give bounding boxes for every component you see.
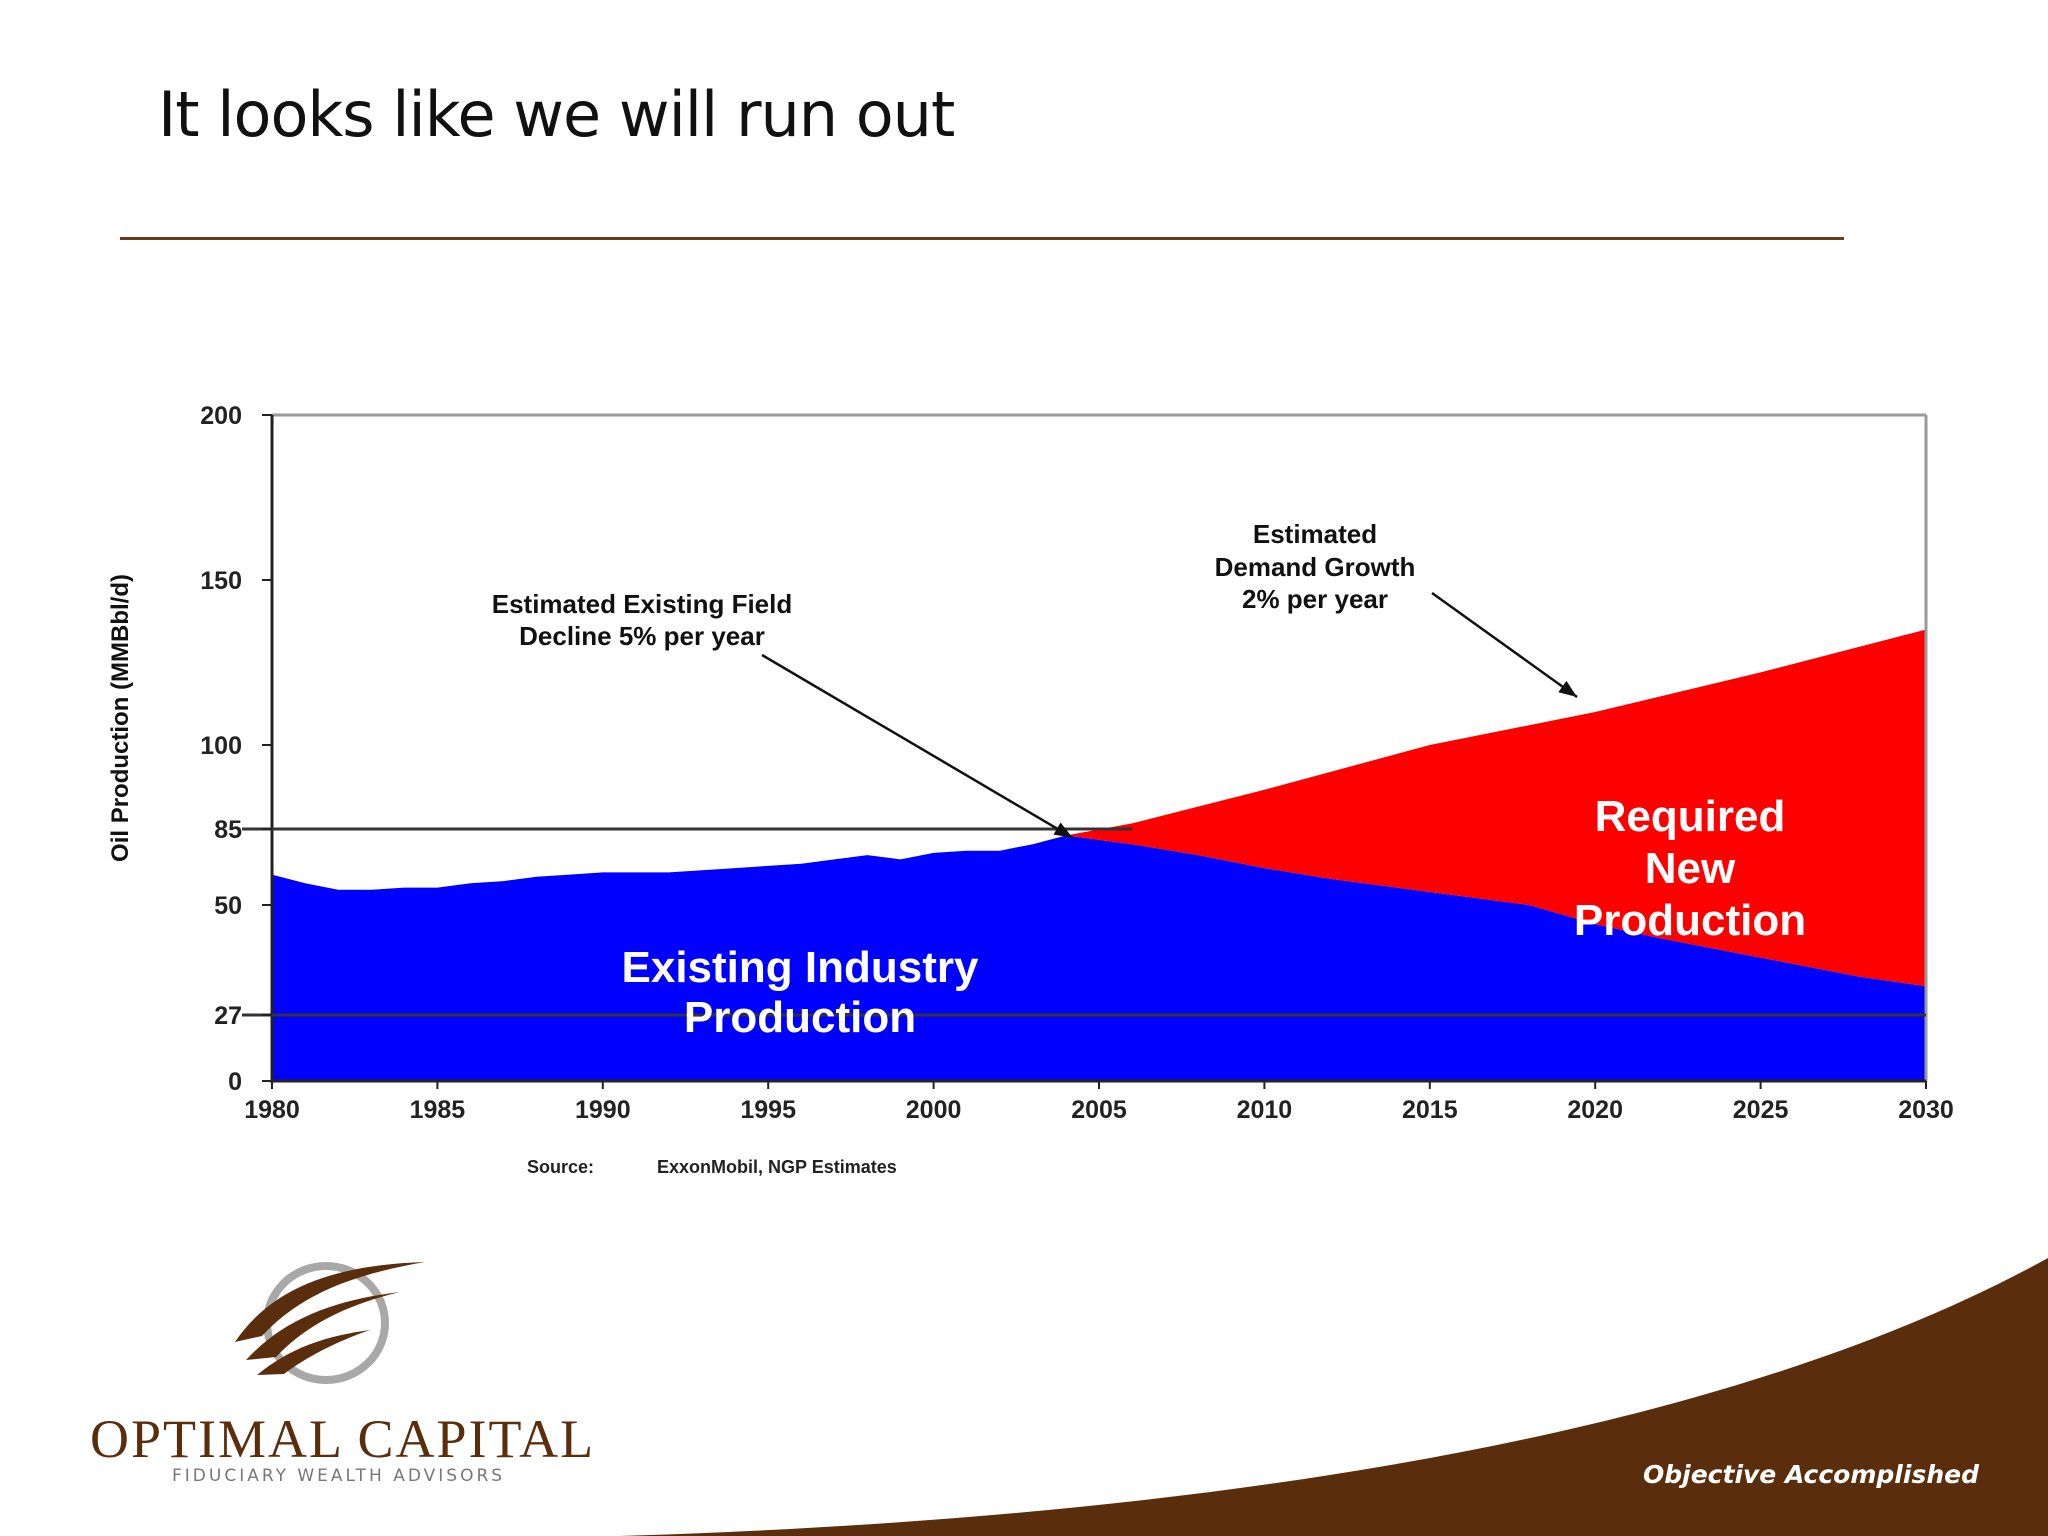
svg-text:Estimated Existing Field: Estimated Existing Field <box>492 589 793 619</box>
logo-tagline: FIDUCIARY WEALTH ADVISORS <box>172 1466 506 1486</box>
area-label-existing: Existing Industry Production <box>622 943 979 1042</box>
x-tick-label: 1990 <box>575 1096 631 1124</box>
x-tick-label: 2020 <box>1567 1096 1623 1124</box>
area-label-line: Existing Industry <box>622 943 979 992</box>
annotation-line: Decline 5% per year <box>519 621 765 651</box>
x-tick-label: 1995 <box>740 1096 796 1124</box>
area-label-line: Production <box>1574 896 1806 945</box>
oil-production-chart: 0 27 50 85 100 150 200 1980 1985 1990 1995 2000 200… <box>107 402 1954 1177</box>
area-label-new: Required New Production <box>1574 792 1806 945</box>
logo-emblem-icon <box>235 1262 425 1384</box>
svg-text:Demand Growth: Demand Growth <box>1215 552 1416 582</box>
x-tick-label: 1985 <box>410 1096 466 1124</box>
x-tick-label: 2005 <box>1071 1096 1127 1124</box>
x-tick-label: 2010 <box>1237 1096 1293 1124</box>
footer-slogan: Objective Accomplished <box>1643 1460 1979 1489</box>
svg-text:Decline 5% per year: Decline 5% per year <box>519 621 765 651</box>
svg-text:Estimated: Estimated <box>1253 519 1377 549</box>
y-tick-label: 50 <box>214 892 242 920</box>
x-tick-label: 2015 <box>1402 1096 1458 1124</box>
y-axis-label: Oil Production (MMBbl/d) <box>107 574 134 862</box>
title-divider <box>120 237 1844 240</box>
annotation-line: Estimated <box>1253 519 1377 549</box>
x-tick-label: 1980 <box>244 1096 300 1124</box>
slide-title: It looks like we will run out <box>158 78 955 151</box>
annotation-line: 2% per year <box>1242 584 1388 614</box>
logo-wordmark: OPTIMAL CAPITAL <box>90 1409 596 1469</box>
source-label: Source: <box>527 1157 594 1177</box>
annotation-field-decline: Estimated Existing Field Decline 5% per … <box>492 589 793 651</box>
source-text: ExxonMobil, NGP Estimates <box>657 1157 897 1177</box>
area-label-line: Required <box>1595 792 1786 841</box>
y-tick-label: 85 <box>214 816 242 844</box>
annotation-demand-growth: Estimated Demand Growth 2% per year <box>1215 519 1416 614</box>
area-label-line: New <box>1645 844 1736 893</box>
y-tick-label: 150 <box>200 567 242 595</box>
area-label-line: Production <box>684 993 916 1042</box>
x-tick-label: 2025 <box>1733 1096 1789 1124</box>
svg-text:2% per year: 2% per year <box>1242 584 1388 614</box>
annotation-line: Demand Growth <box>1215 552 1416 582</box>
arrow-demand-growth <box>1431 591 1578 699</box>
x-tick-label: 2030 <box>1898 1096 1954 1124</box>
area-existing-production <box>272 835 1926 1081</box>
y-tick-label: 200 <box>200 402 242 430</box>
area-required-new-production <box>1065 629 1926 987</box>
arrow-field-decline <box>761 653 1074 839</box>
y-tick-label: 27 <box>214 1002 242 1030</box>
annotation-line: Estimated Existing Field <box>492 589 793 619</box>
x-tick-label: 2000 <box>906 1096 962 1124</box>
y-tick-label: 100 <box>200 732 242 760</box>
y-tick-label: 0 <box>228 1068 242 1096</box>
